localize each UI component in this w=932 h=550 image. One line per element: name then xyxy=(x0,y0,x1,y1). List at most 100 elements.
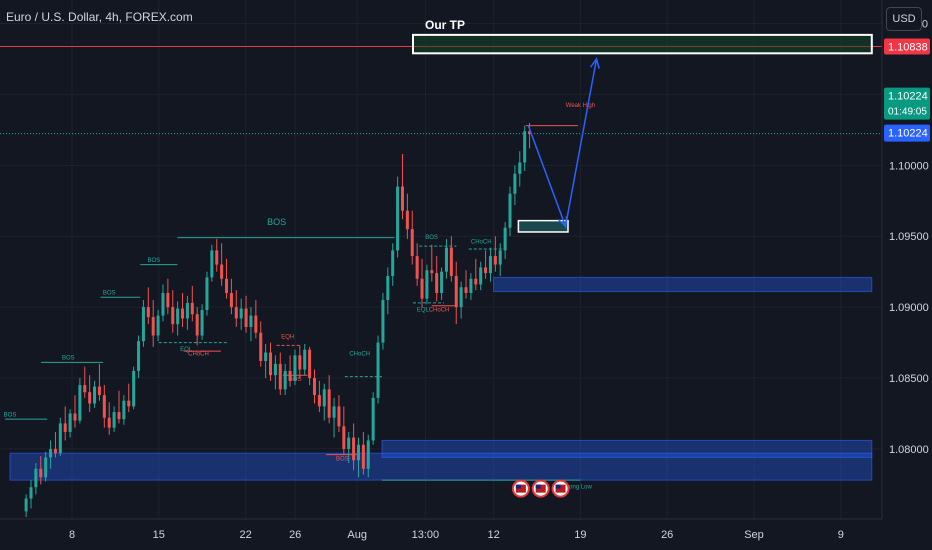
candle-body xyxy=(435,273,439,293)
candle-body xyxy=(73,413,77,421)
candle-body xyxy=(444,247,448,272)
projection-path xyxy=(527,58,598,230)
candle-body xyxy=(97,386,101,396)
candle-body xyxy=(312,378,317,396)
candle-body xyxy=(78,385,82,421)
candle-body xyxy=(298,355,302,370)
demand-zone xyxy=(493,276,873,293)
economic-event-icon xyxy=(511,479,530,498)
candle-body xyxy=(273,363,277,376)
candle-body xyxy=(366,440,370,469)
candle-body xyxy=(308,349,312,379)
structure-label: CHoCH xyxy=(349,351,370,357)
candle-body xyxy=(449,247,453,276)
candle-body xyxy=(107,417,111,428)
candle-body xyxy=(34,468,38,488)
candle-body xyxy=(347,437,351,449)
flag-canton xyxy=(515,484,521,489)
candle-body xyxy=(88,392,92,404)
candle-body xyxy=(239,308,243,319)
candle-body xyxy=(39,468,43,478)
candle-body xyxy=(49,448,53,458)
time-tick-label: Aug xyxy=(347,529,367,541)
time-tick-label: 26 xyxy=(661,529,673,541)
candle-body xyxy=(376,342,380,398)
candle-body xyxy=(127,400,131,407)
candle-body xyxy=(356,444,361,461)
candle-body xyxy=(337,406,341,427)
candle-body xyxy=(352,437,356,461)
candle-body xyxy=(415,256,419,279)
candle-body xyxy=(342,426,346,449)
candle-body xyxy=(24,498,28,512)
structure-label: EQL xyxy=(417,307,430,313)
flag-canton xyxy=(535,484,541,489)
candle-body xyxy=(327,389,331,418)
time-tick-label: 26 xyxy=(289,529,301,541)
structure-label: CHoCH xyxy=(188,351,209,357)
price-tick-label: 1.09000 xyxy=(889,302,929,314)
currency-button[interactable]: USD xyxy=(886,7,922,31)
candle-body xyxy=(200,309,204,336)
candle-body xyxy=(141,307,145,342)
candle-body xyxy=(479,267,483,285)
candle-body xyxy=(112,412,116,428)
price-label-text: 1.10224 xyxy=(888,128,928,140)
candle-body xyxy=(484,267,488,274)
candle-body xyxy=(132,370,136,407)
price-label-current xyxy=(884,124,930,142)
tp-box xyxy=(412,33,873,55)
structure-label: CHoCH xyxy=(429,307,450,313)
price-tick-label: 1.08500 xyxy=(889,373,929,385)
price-label-text: 1.10224 xyxy=(888,91,928,103)
projection-arrowhead-up xyxy=(589,57,600,69)
price-tick-label: 1.10000 xyxy=(889,160,929,172)
candle-body xyxy=(332,406,336,418)
candle-body xyxy=(283,370,287,390)
price-tick-label: 1.09500 xyxy=(889,231,929,243)
structure-label: BOS xyxy=(267,217,286,227)
candle-body xyxy=(146,307,150,318)
candle-body xyxy=(63,423,67,432)
candle-body xyxy=(293,355,297,381)
structure-label: BOS xyxy=(336,456,349,462)
candle-body xyxy=(464,287,468,293)
structure-label: BOS xyxy=(4,412,17,418)
flag-canton xyxy=(555,484,561,489)
candle-body xyxy=(405,210,409,230)
candle-body xyxy=(420,278,424,299)
candle-body xyxy=(493,256,497,265)
time-tick-label: 12 xyxy=(487,529,499,541)
time-tick-label: 22 xyxy=(239,529,251,541)
structure-label: EQH xyxy=(281,334,294,340)
candles xyxy=(24,122,532,517)
candle-body xyxy=(440,271,444,293)
candle-body xyxy=(459,287,463,308)
candle-body xyxy=(410,229,414,257)
candle-body xyxy=(210,250,214,278)
candle-body xyxy=(503,227,507,251)
candle-body xyxy=(430,270,434,274)
candle-body xyxy=(58,423,62,454)
projection-arrowhead-down xyxy=(557,216,568,228)
time-tick-label: 19 xyxy=(574,529,586,541)
candle-body xyxy=(508,193,512,228)
candle-body xyxy=(29,487,33,499)
time-tick-label: Sep xyxy=(744,529,764,541)
candle-body xyxy=(317,395,321,407)
price-axis-bg xyxy=(882,0,932,550)
candle-body xyxy=(161,292,165,316)
order-block-box xyxy=(517,219,569,233)
candle-body xyxy=(234,307,238,319)
candle-body xyxy=(185,302,189,319)
structure-label: BOS xyxy=(103,290,116,296)
candle-body xyxy=(117,412,121,420)
candle-body xyxy=(102,395,106,418)
price-label-text: 1.10838 xyxy=(888,41,928,53)
candle-body xyxy=(361,444,365,469)
tp-label: Our TP xyxy=(425,18,465,32)
candle-body xyxy=(518,162,522,174)
candle-body xyxy=(244,308,248,327)
